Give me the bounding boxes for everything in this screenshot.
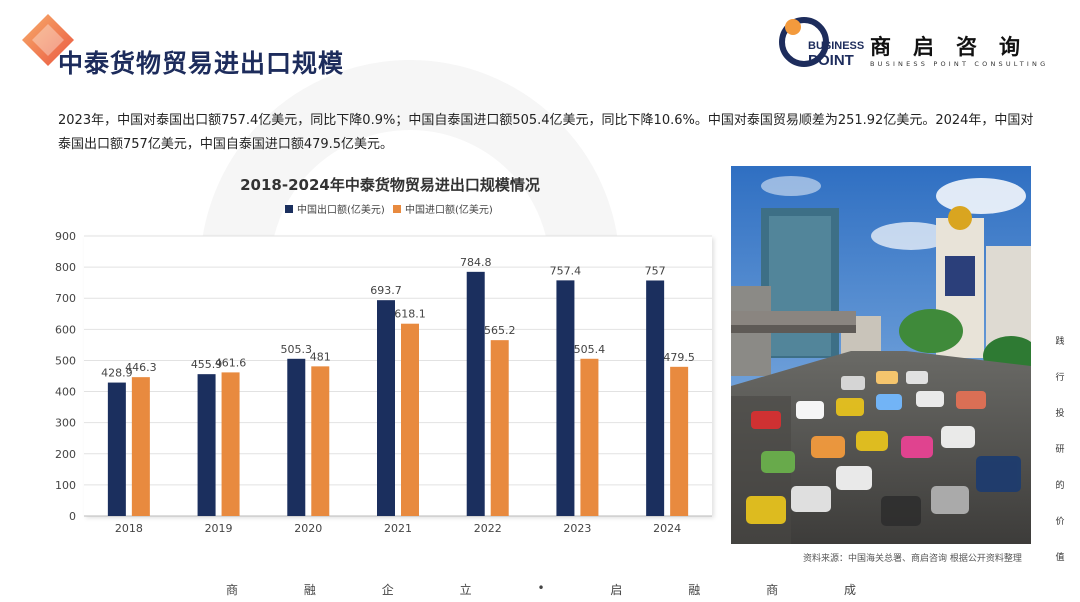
- logo-tagline: BUSINESS POINT CONSULTING: [870, 60, 1049, 68]
- data-label: 757.4: [550, 264, 582, 277]
- data-label: 446.3: [125, 361, 157, 374]
- y-tick-label: 500: [55, 354, 76, 367]
- bar-import: [311, 366, 330, 516]
- bar-export: [197, 374, 216, 516]
- bar-export: [466, 271, 485, 516]
- corner-decoration: [22, 14, 74, 66]
- footer-char: 启: [610, 583, 623, 597]
- side-char: 价: [1055, 517, 1065, 527]
- x-tick-label: 2023: [563, 522, 591, 535]
- logo-mark: BUSINESS POINT: [779, 17, 864, 69]
- bar-export: [287, 358, 306, 516]
- bar-import: [401, 323, 419, 516]
- data-label: 455.9: [191, 358, 223, 371]
- data-label: 505.4: [574, 343, 606, 356]
- page-title: 中泰货物贸易进出口规模: [58, 49, 345, 78]
- bar-import: [490, 340, 509, 516]
- bar-export: [377, 300, 395, 516]
- grid-lines: [84, 235, 712, 517]
- bar-export: [556, 280, 575, 516]
- y-tick-label: 0: [69, 510, 76, 523]
- footer-char: 融: [688, 583, 701, 597]
- y-tick-label: 100: [55, 479, 76, 492]
- data-label: 505.3: [281, 343, 313, 356]
- chart-legend: 中国出口额(亿美元) 中国进口额(亿美元): [285, 203, 493, 216]
- footer-slogan: 商 融 企 立 • 启 融 商 成: [226, 581, 856, 598]
- x-tick-label: 2020: [294, 522, 322, 535]
- legend-label: 中国进口额(亿美元): [405, 203, 493, 216]
- data-label: 757: [645, 264, 666, 277]
- x-tick-label: 2018: [115, 522, 143, 535]
- data-label: 784.8: [460, 256, 492, 269]
- logo-en-top: BUSINESS: [808, 40, 864, 52]
- plot-frame: [84, 236, 712, 516]
- footer-char: •: [537, 581, 545, 595]
- footer-char: 成: [843, 583, 856, 597]
- side-char: 的: [1055, 481, 1065, 491]
- footer-char: 立: [459, 583, 472, 597]
- side-char: 研: [1055, 445, 1065, 455]
- y-axis-ticks: 0 100 200 300 400 500 600 700 800 900: [55, 230, 76, 523]
- bar-export: [646, 280, 665, 516]
- bar-import: [580, 358, 599, 516]
- data-label: 693.7: [370, 284, 402, 297]
- logo-en-bottom: POINT: [808, 52, 854, 69]
- side-char: 投: [1055, 409, 1065, 419]
- trade-bar-chart: 2018-2024年中泰货物贸易进出口规模情况 中国出口额(亿美元) 中国进口额(…: [55, 176, 712, 535]
- bangkok-street-photo: [731, 166, 1031, 544]
- bar-import: [221, 372, 240, 516]
- x-tick-label: 2019: [205, 522, 233, 535]
- x-axis-ticks: 2018 2019 2020 2021 2022 2023 2024: [115, 522, 681, 535]
- y-tick-label: 900: [55, 230, 76, 243]
- data-label: 565.2: [484, 324, 516, 337]
- data-label: 481: [310, 350, 331, 363]
- legend-label: 中国出口额(亿美元): [297, 203, 385, 216]
- side-char: 行: [1055, 373, 1065, 383]
- x-tick-label: 2021: [384, 522, 412, 535]
- side-slogan: 践 行 投 研 的 价 值: [1054, 336, 1066, 588]
- logo-cn-name: 商启咨询: [870, 35, 1042, 59]
- source-note: 资料来源：中国海关总署、商启咨询 根据公开资料整理: [803, 554, 1022, 564]
- bar-export: [107, 382, 126, 516]
- side-char: 践: [1055, 337, 1065, 347]
- legend-swatch: [393, 205, 401, 213]
- x-tick-label: 2024: [653, 522, 681, 535]
- y-tick-label: 300: [55, 417, 76, 430]
- footer-char: 企: [381, 583, 394, 597]
- company-logo: BUSINESS POINT 商启咨询 BUSINESS POINT CONSU…: [778, 14, 1068, 70]
- chart-title: 2018-2024年中泰货物贸易进出口规模情况: [240, 176, 540, 194]
- data-label: 428.9: [101, 367, 133, 380]
- side-char: 值: [1055, 553, 1065, 563]
- y-tick-label: 600: [55, 323, 76, 336]
- y-tick-label: 400: [55, 386, 76, 399]
- y-tick-label: 800: [55, 261, 76, 274]
- footer-char: 商: [766, 583, 779, 597]
- y-tick-label: 200: [55, 448, 76, 461]
- data-label: 618.1: [394, 308, 426, 321]
- intro-paragraph: 2023年，中国对泰国出口额757.4亿美元，同比下降0.9%；中国自泰国进口额…: [58, 113, 1034, 152]
- bar-import: [131, 377, 150, 516]
- x-tick-label: 2022: [474, 522, 502, 535]
- data-label: 479.5: [663, 351, 695, 364]
- legend-swatch: [285, 205, 293, 213]
- footer-char: 商: [226, 583, 239, 597]
- data-label: 461.6: [215, 356, 247, 369]
- y-tick-label: 700: [55, 292, 76, 305]
- footer-char: 融: [303, 583, 316, 597]
- bar-import: [670, 366, 689, 516]
- bar-series: [107, 271, 689, 516]
